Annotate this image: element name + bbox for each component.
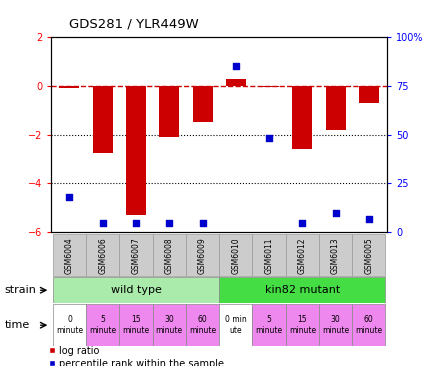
Bar: [352, 304, 385, 346]
Bar: [252, 304, 286, 346]
Point: [365, 216, 372, 222]
Bar: [186, 304, 219, 346]
Bar: [286, 234, 319, 276]
Bar: [219, 304, 252, 346]
Bar: [219, 234, 252, 276]
Bar: [319, 304, 352, 346]
Text: GSM6004: GSM6004: [65, 237, 74, 274]
Bar: [119, 304, 153, 346]
Point: [133, 220, 140, 225]
Text: time: time: [4, 320, 30, 330]
Bar: [153, 234, 186, 276]
Point: [332, 210, 339, 216]
Text: GSM6005: GSM6005: [364, 237, 373, 274]
Bar: [159, 86, 179, 137]
Text: GSM6012: GSM6012: [298, 237, 307, 273]
Bar: [326, 86, 346, 130]
Text: GSM6009: GSM6009: [198, 237, 207, 274]
Text: GSM6010: GSM6010: [231, 237, 240, 274]
Text: GSM6011: GSM6011: [265, 237, 274, 273]
Bar: [193, 86, 213, 122]
Text: kin82 mutant: kin82 mutant: [265, 285, 340, 295]
Text: 30
minute: 30 minute: [156, 315, 183, 335]
Text: GSM6008: GSM6008: [165, 237, 174, 274]
Text: 5
minute: 5 minute: [89, 315, 116, 335]
Point: [266, 135, 273, 141]
Text: GSM6006: GSM6006: [98, 237, 107, 274]
Text: 15
minute: 15 minute: [122, 315, 150, 335]
Bar: [252, 234, 286, 276]
Bar: [286, 304, 319, 346]
Text: 5
minute: 5 minute: [255, 315, 283, 335]
Text: GSM6007: GSM6007: [132, 237, 141, 274]
Text: 0 min
ute: 0 min ute: [225, 315, 247, 335]
Text: GSM6013: GSM6013: [331, 237, 340, 274]
Point: [99, 220, 106, 225]
Bar: [119, 234, 153, 276]
Point: [299, 220, 306, 225]
Text: GDS281 / YLR449W: GDS281 / YLR449W: [69, 17, 199, 30]
Text: wild type: wild type: [110, 285, 162, 295]
Point: [232, 63, 239, 69]
Bar: [86, 304, 119, 346]
Bar: [60, 86, 80, 88]
Bar: [53, 304, 86, 346]
Bar: [53, 234, 86, 276]
Bar: [126, 86, 146, 215]
Text: 60
minute: 60 minute: [355, 315, 382, 335]
Bar: [226, 79, 246, 86]
Bar: [259, 86, 279, 87]
Bar: [93, 86, 113, 153]
Bar: [186, 234, 219, 276]
Text: 15
minute: 15 minute: [289, 315, 316, 335]
Bar: [53, 277, 219, 303]
Bar: [86, 234, 119, 276]
Point: [66, 194, 73, 200]
Bar: [352, 234, 385, 276]
Text: 60
minute: 60 minute: [189, 315, 216, 335]
Bar: [153, 304, 186, 346]
Point: [199, 220, 206, 225]
Text: 0
minute: 0 minute: [56, 315, 83, 335]
Point: [166, 220, 173, 225]
Bar: [319, 234, 352, 276]
Bar: [292, 86, 312, 149]
Legend: log ratio, percentile rank within the sample: log ratio, percentile rank within the sa…: [45, 342, 228, 366]
Text: 30
minute: 30 minute: [322, 315, 349, 335]
Bar: [219, 277, 385, 303]
Bar: [359, 86, 379, 103]
Text: strain: strain: [4, 285, 36, 295]
